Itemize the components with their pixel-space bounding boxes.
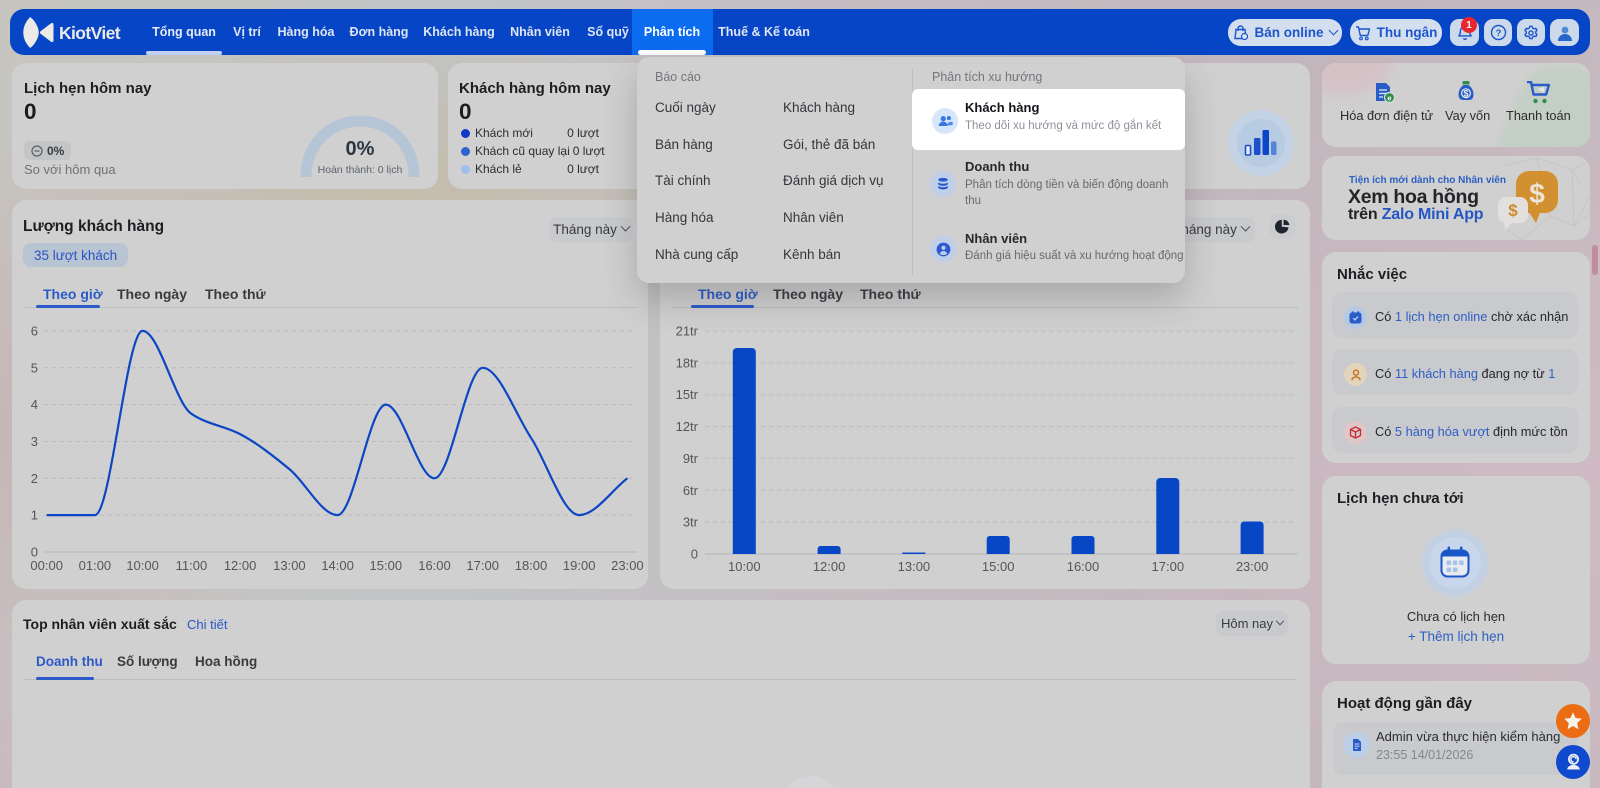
- svg-text:18tr: 18tr: [676, 355, 699, 370]
- svg-text:23:00: 23:00: [1236, 559, 1269, 574]
- svg-text:18:00: 18:00: [515, 558, 548, 573]
- svg-text:00:00: 00:00: [30, 558, 63, 573]
- svg-text:1: 1: [31, 508, 38, 523]
- svg-text:e: e: [1387, 94, 1391, 103]
- svg-text:0: 0: [31, 545, 38, 560]
- svg-text:4: 4: [31, 397, 38, 412]
- svg-text:17:00: 17:00: [466, 558, 499, 573]
- svg-text:13:00: 13:00: [898, 559, 931, 574]
- svg-text:5: 5: [31, 360, 38, 375]
- svg-text:10:00: 10:00: [728, 559, 761, 574]
- svg-text:$: $: [1463, 88, 1468, 98]
- svg-text:23:00: 23:00: [611, 558, 644, 573]
- svg-text:$: $: [1508, 201, 1518, 220]
- svg-text:0: 0: [691, 547, 698, 562]
- svg-text:01:00: 01:00: [79, 558, 112, 573]
- svg-text:16:00: 16:00: [1067, 559, 1100, 574]
- svg-text:15:00: 15:00: [370, 558, 403, 573]
- svg-text:12:00: 12:00: [813, 559, 846, 574]
- svg-text:6tr: 6tr: [683, 483, 699, 498]
- svg-text:16:00: 16:00: [418, 558, 451, 573]
- svg-text:12tr: 12tr: [676, 419, 699, 434]
- svg-text:19:00: 19:00: [563, 558, 596, 573]
- svg-text:13:00: 13:00: [273, 558, 306, 573]
- svg-text:3tr: 3tr: [683, 515, 699, 530]
- svg-text:14:00: 14:00: [321, 558, 354, 573]
- svg-text:2: 2: [31, 471, 38, 486]
- svg-text:17:00: 17:00: [1152, 559, 1185, 574]
- svg-text:21tr: 21tr: [676, 324, 699, 339]
- svg-text:12:00: 12:00: [224, 558, 257, 573]
- svg-text:$: $: [1529, 178, 1545, 209]
- svg-text:⪡: ⪡: [1538, 84, 1544, 94]
- svg-text:10:00: 10:00: [126, 558, 159, 573]
- svg-text:3: 3: [31, 434, 38, 449]
- svg-text:11:00: 11:00: [176, 558, 208, 573]
- svg-text:6: 6: [31, 324, 38, 339]
- svg-text:15:00: 15:00: [982, 559, 1015, 574]
- svg-text:?: ?: [1495, 28, 1501, 39]
- svg-text:9tr: 9tr: [683, 451, 699, 466]
- svg-text:15tr: 15tr: [676, 387, 699, 402]
